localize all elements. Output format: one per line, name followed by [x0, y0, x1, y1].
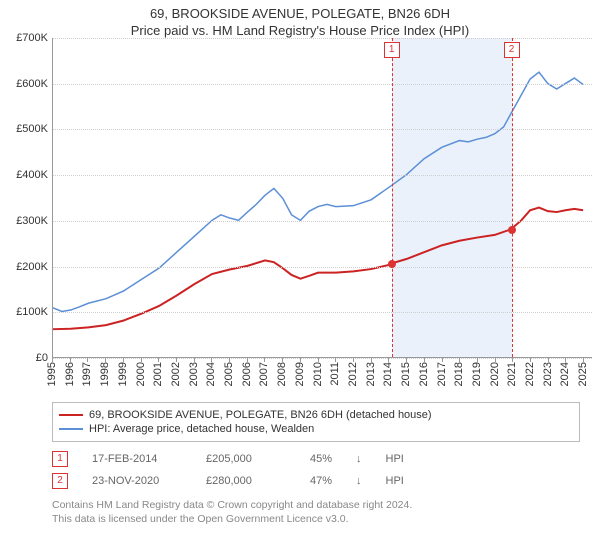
event-pct-1: 45% — [310, 453, 332, 465]
series-line-price_paid — [53, 208, 583, 330]
x-tick-label: 2015 — [400, 362, 412, 386]
y-axis: £0£100K£200K£300K£400K£500K£600K£700K — [0, 38, 52, 358]
y-tick-label: £700K — [16, 32, 48, 44]
x-tick-label: 2013 — [365, 362, 377, 386]
x-tick-label: 2016 — [418, 362, 430, 386]
x-tick-label: 2012 — [347, 362, 359, 386]
event-price-1: £205,000 — [206, 453, 286, 465]
x-tick-label: 2018 — [453, 362, 465, 386]
x-tick-label: 1997 — [81, 362, 93, 386]
x-tick-label: 1998 — [99, 362, 111, 386]
x-tick-label: 2020 — [489, 362, 501, 386]
x-tick-label: 2004 — [205, 362, 217, 386]
event-vline — [512, 38, 513, 357]
legend-item-hpi: HPI: Average price, detached house, Weal… — [59, 423, 573, 435]
events-table: 1 17-FEB-2014 £205,000 45% ↓ HPI 2 23-NO… — [52, 448, 580, 492]
x-tick-label: 2006 — [241, 362, 253, 386]
x-tick-label: 1995 — [46, 362, 58, 386]
x-tick-label: 2019 — [471, 362, 483, 386]
legend-label-2: HPI: Average price, detached house, Weal… — [89, 423, 314, 435]
event-row-1: 1 17-FEB-2014 £205,000 45% ↓ HPI — [52, 448, 580, 470]
event-marker-badge: 2 — [504, 42, 520, 58]
event-date-2: 23-NOV-2020 — [92, 475, 182, 487]
x-tick-label: 2003 — [188, 362, 200, 386]
y-tick-label: £400K — [16, 169, 48, 181]
event-vs-2: HPI — [386, 475, 404, 487]
chart-title-line1: 69, BROOKSIDE AVENUE, POLEGATE, BN26 6DH — [0, 6, 600, 21]
x-tick-label: 2007 — [258, 362, 270, 386]
x-tick-label: 2009 — [294, 362, 306, 386]
event-vs-1: HPI — [386, 453, 404, 465]
y-tick-label: £100K — [16, 306, 48, 318]
chart-area: £0£100K£200K£300K£400K£500K£600K£700K 12… — [0, 38, 600, 398]
event-price-2: £280,000 — [206, 475, 286, 487]
event-point-marker — [508, 226, 516, 234]
plot-area: 12 — [52, 38, 592, 358]
x-tick-label: 2022 — [524, 362, 536, 386]
y-tick-label: £200K — [16, 261, 48, 273]
event-row-2: 2 23-NOV-2020 £280,000 47% ↓ HPI — [52, 470, 580, 492]
footnote: Contains HM Land Registry data © Crown c… — [52, 498, 580, 526]
event-date-1: 17-FEB-2014 — [92, 453, 182, 465]
y-tick-label: £500K — [16, 123, 48, 135]
x-tick-label: 2010 — [312, 362, 324, 386]
x-axis: 1995199619971998199920002001200220032004… — [52, 358, 592, 398]
legend-item-price-paid: 69, BROOKSIDE AVENUE, POLEGATE, BN26 6DH… — [59, 409, 573, 421]
x-tick-label: 2024 — [559, 362, 571, 386]
x-tick-label: 2005 — [223, 362, 235, 386]
legend-swatch-1 — [59, 414, 83, 416]
x-tick-label: 1996 — [64, 362, 76, 386]
x-tick-label: 2025 — [577, 362, 589, 386]
x-tick-label: 2017 — [436, 362, 448, 386]
event-badge-1: 1 — [52, 451, 68, 467]
event-point-marker — [388, 260, 396, 268]
event-badge-2: 2 — [52, 473, 68, 489]
x-tick-label: 2014 — [382, 362, 394, 386]
y-tick-label: £600K — [16, 78, 48, 90]
event-marker-badge: 1 — [384, 42, 400, 58]
event-pct-2: 47% — [310, 475, 332, 487]
arrow-down-icon: ↓ — [356, 453, 362, 465]
x-tick-label: 2000 — [135, 362, 147, 386]
legend-label-1: 69, BROOKSIDE AVENUE, POLEGATE, BN26 6DH… — [89, 409, 432, 421]
legend-swatch-2 — [59, 428, 83, 430]
x-tick-label: 2001 — [152, 362, 164, 386]
chart-title-line2: Price paid vs. HM Land Registry's House … — [0, 23, 600, 38]
footnote-line-2: This data is licensed under the Open Gov… — [52, 512, 580, 526]
y-tick-label: £300K — [16, 215, 48, 227]
x-tick-label: 2002 — [170, 362, 182, 386]
arrow-down-icon: ↓ — [356, 475, 362, 487]
footnote-line-1: Contains HM Land Registry data © Crown c… — [52, 498, 580, 512]
x-tick-label: 2021 — [506, 362, 518, 386]
series-line-hpi — [53, 72, 583, 311]
x-tick-label: 2011 — [329, 362, 341, 386]
x-tick-label: 2008 — [276, 362, 288, 386]
x-tick-label: 2023 — [542, 362, 554, 386]
event-vline — [392, 38, 393, 357]
x-tick-label: 1999 — [117, 362, 129, 386]
legend: 69, BROOKSIDE AVENUE, POLEGATE, BN26 6DH… — [52, 402, 580, 442]
